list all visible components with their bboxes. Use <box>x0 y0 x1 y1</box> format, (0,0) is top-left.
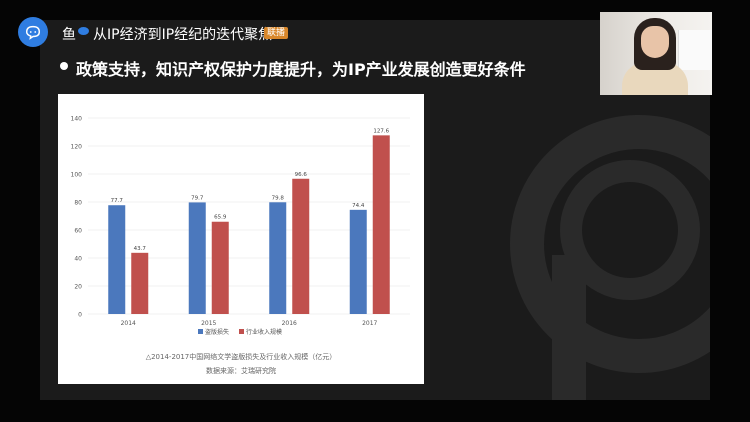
data-label: 79.8 <box>272 195 285 201</box>
chart-caption: △2014-2017中国网络文学盗版损失及行业收入规模（亿元） <box>145 353 337 361</box>
decor-stem <box>552 255 586 400</box>
host-name: 鱼 <box>62 27 76 43</box>
data-label: 74.4 <box>352 203 365 209</box>
session-title: 从IP经济到IP经纪的迭代聚焦 <box>93 27 273 43</box>
data-label: 43.7 <box>134 246 147 252</box>
legend-swatch <box>239 329 244 334</box>
bar-industry-revenue <box>211 221 229 314</box>
data-label: 127.6 <box>373 128 389 134</box>
webcam-video[interactable] <box>600 12 712 95</box>
chart-card: 0 20 40 60 80 100 120 140 77.7 43.7 2014 79.7 65.9 20… <box>58 94 424 384</box>
data-label: 79.7 <box>191 195 204 201</box>
bullet-icon <box>60 62 68 70</box>
status-badge[interactable]: 联播 <box>264 27 289 39</box>
legend-swatch <box>198 329 203 334</box>
y-tick-label: 120 <box>71 144 83 151</box>
legend-label: 行业收入规模 <box>246 328 282 336</box>
data-label: 96.6 <box>295 172 308 178</box>
slide-heading: 政策支持，知识产权保护力度提升，为IP产业发展创造更好条件 <box>76 60 526 79</box>
data-label: 65.9 <box>214 215 227 221</box>
meeting-app-icon[interactable] <box>18 17 48 47</box>
y-tick-label: 60 <box>74 228 82 235</box>
data-label: 77.7 <box>111 198 124 204</box>
bar-piracy-loss <box>188 202 206 314</box>
y-tick-label: 20 <box>74 284 82 291</box>
y-tick-label: 0 <box>78 312 82 319</box>
bar-industry-revenue <box>292 178 310 314</box>
chart-source: 数据来源：艾瑞研究院 <box>206 367 276 375</box>
bar-industry-revenue <box>372 135 390 314</box>
bar-chart: 0 20 40 60 80 100 120 140 77.7 43.7 2014 79.7 65.9 20… <box>71 116 410 336</box>
legend-label: 盗版损失 <box>205 328 229 336</box>
bar-industry-revenue <box>131 252 149 314</box>
x-tick-label: 2017 <box>362 320 377 327</box>
webcam-person-face <box>641 26 669 58</box>
y-tick-label: 40 <box>74 256 82 263</box>
title-bar: 鱼 从IP经济到IP经纪的迭代聚焦 联播 <box>0 0 750 48</box>
x-tick-label: 2015 <box>201 320 216 327</box>
bar-piracy-loss <box>108 205 126 314</box>
x-tick-label: 2016 <box>282 320 297 327</box>
fish-icon <box>78 27 89 35</box>
bar-piracy-loss <box>269 202 287 314</box>
y-tick-label: 100 <box>71 172 83 179</box>
y-tick-label: 80 <box>74 200 82 207</box>
webcam-whiteboard <box>678 30 712 70</box>
chat-bubble-icon <box>25 25 41 40</box>
x-tick-label: 2014 <box>121 320 136 327</box>
bar-piracy-loss <box>349 209 367 314</box>
y-tick-label: 140 <box>71 116 83 123</box>
